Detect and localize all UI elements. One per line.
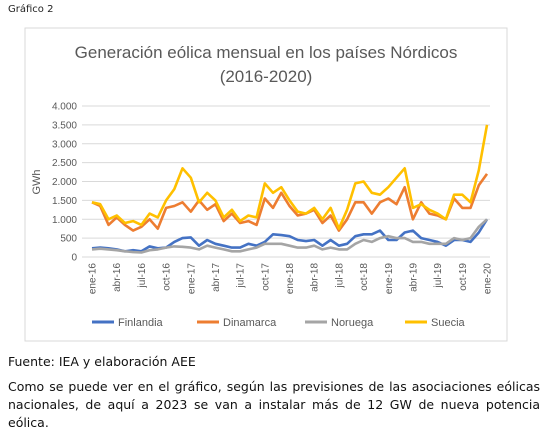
chart-subtitle: (2016-2020) bbox=[220, 67, 313, 86]
series-line bbox=[91, 218, 488, 254]
legend-label: Dinamarca bbox=[223, 317, 277, 329]
chart-title: Generación eólica mensual en los países … bbox=[75, 43, 458, 62]
x-tick-label: ene-19 bbox=[384, 263, 395, 295]
legend-label: Noruega bbox=[331, 317, 374, 329]
y-tick-label: 500 bbox=[60, 234, 77, 245]
series-line bbox=[91, 124, 489, 230]
source: Fuente: IEA y elaboración AEE bbox=[8, 354, 196, 369]
x-tick-label: abr-17 bbox=[211, 263, 222, 292]
x-tick-label: oct-17 bbox=[260, 263, 271, 291]
y-tick-label: 3.000 bbox=[52, 139, 77, 150]
x-tick-label: ene-16 bbox=[88, 263, 99, 295]
x-tick-label: jul-19 bbox=[433, 263, 444, 289]
x-tick-label: jul-17 bbox=[236, 263, 247, 289]
y-tick-label: 0 bbox=[71, 253, 77, 264]
chart: Generación eólica mensual en los países … bbox=[24, 27, 508, 342]
x-tick-label: abr-18 bbox=[310, 263, 321, 292]
legend-label: Finlandia bbox=[118, 317, 164, 329]
x-tick-label: ene-18 bbox=[285, 263, 296, 295]
y-axis-label: GWh bbox=[31, 169, 43, 194]
y-tick-label: 1.500 bbox=[52, 196, 77, 207]
page: Gráfico 2 Generación eólica mensual en l… bbox=[8, 4, 540, 430]
legend-label: Suecia bbox=[431, 317, 466, 329]
x-tick-label: oct-19 bbox=[458, 263, 469, 291]
y-tick-label: 1.000 bbox=[52, 215, 77, 226]
x-tick-label: jul-16 bbox=[137, 263, 148, 289]
x-tick-label: abr-16 bbox=[112, 263, 123, 292]
paragraph: Como se puede ver en el gráfico, según l… bbox=[8, 379, 540, 430]
x-tick-label: oct-18 bbox=[359, 263, 370, 291]
caption: Gráfico 2 bbox=[8, 4, 54, 15]
y-tick-label: 2.500 bbox=[52, 158, 77, 169]
x-tick-label: abr-19 bbox=[408, 263, 419, 292]
x-tick-label: jul-18 bbox=[334, 263, 345, 289]
x-tick-label: ene-20 bbox=[483, 263, 494, 295]
series-line bbox=[91, 173, 489, 232]
y-tick-label: 4.000 bbox=[52, 102, 77, 113]
x-tick-label: ene-17 bbox=[186, 263, 197, 295]
y-tick-label: 2.000 bbox=[52, 177, 77, 188]
x-tick-label: oct-16 bbox=[162, 263, 173, 291]
y-tick-label: 3.500 bbox=[52, 120, 77, 131]
